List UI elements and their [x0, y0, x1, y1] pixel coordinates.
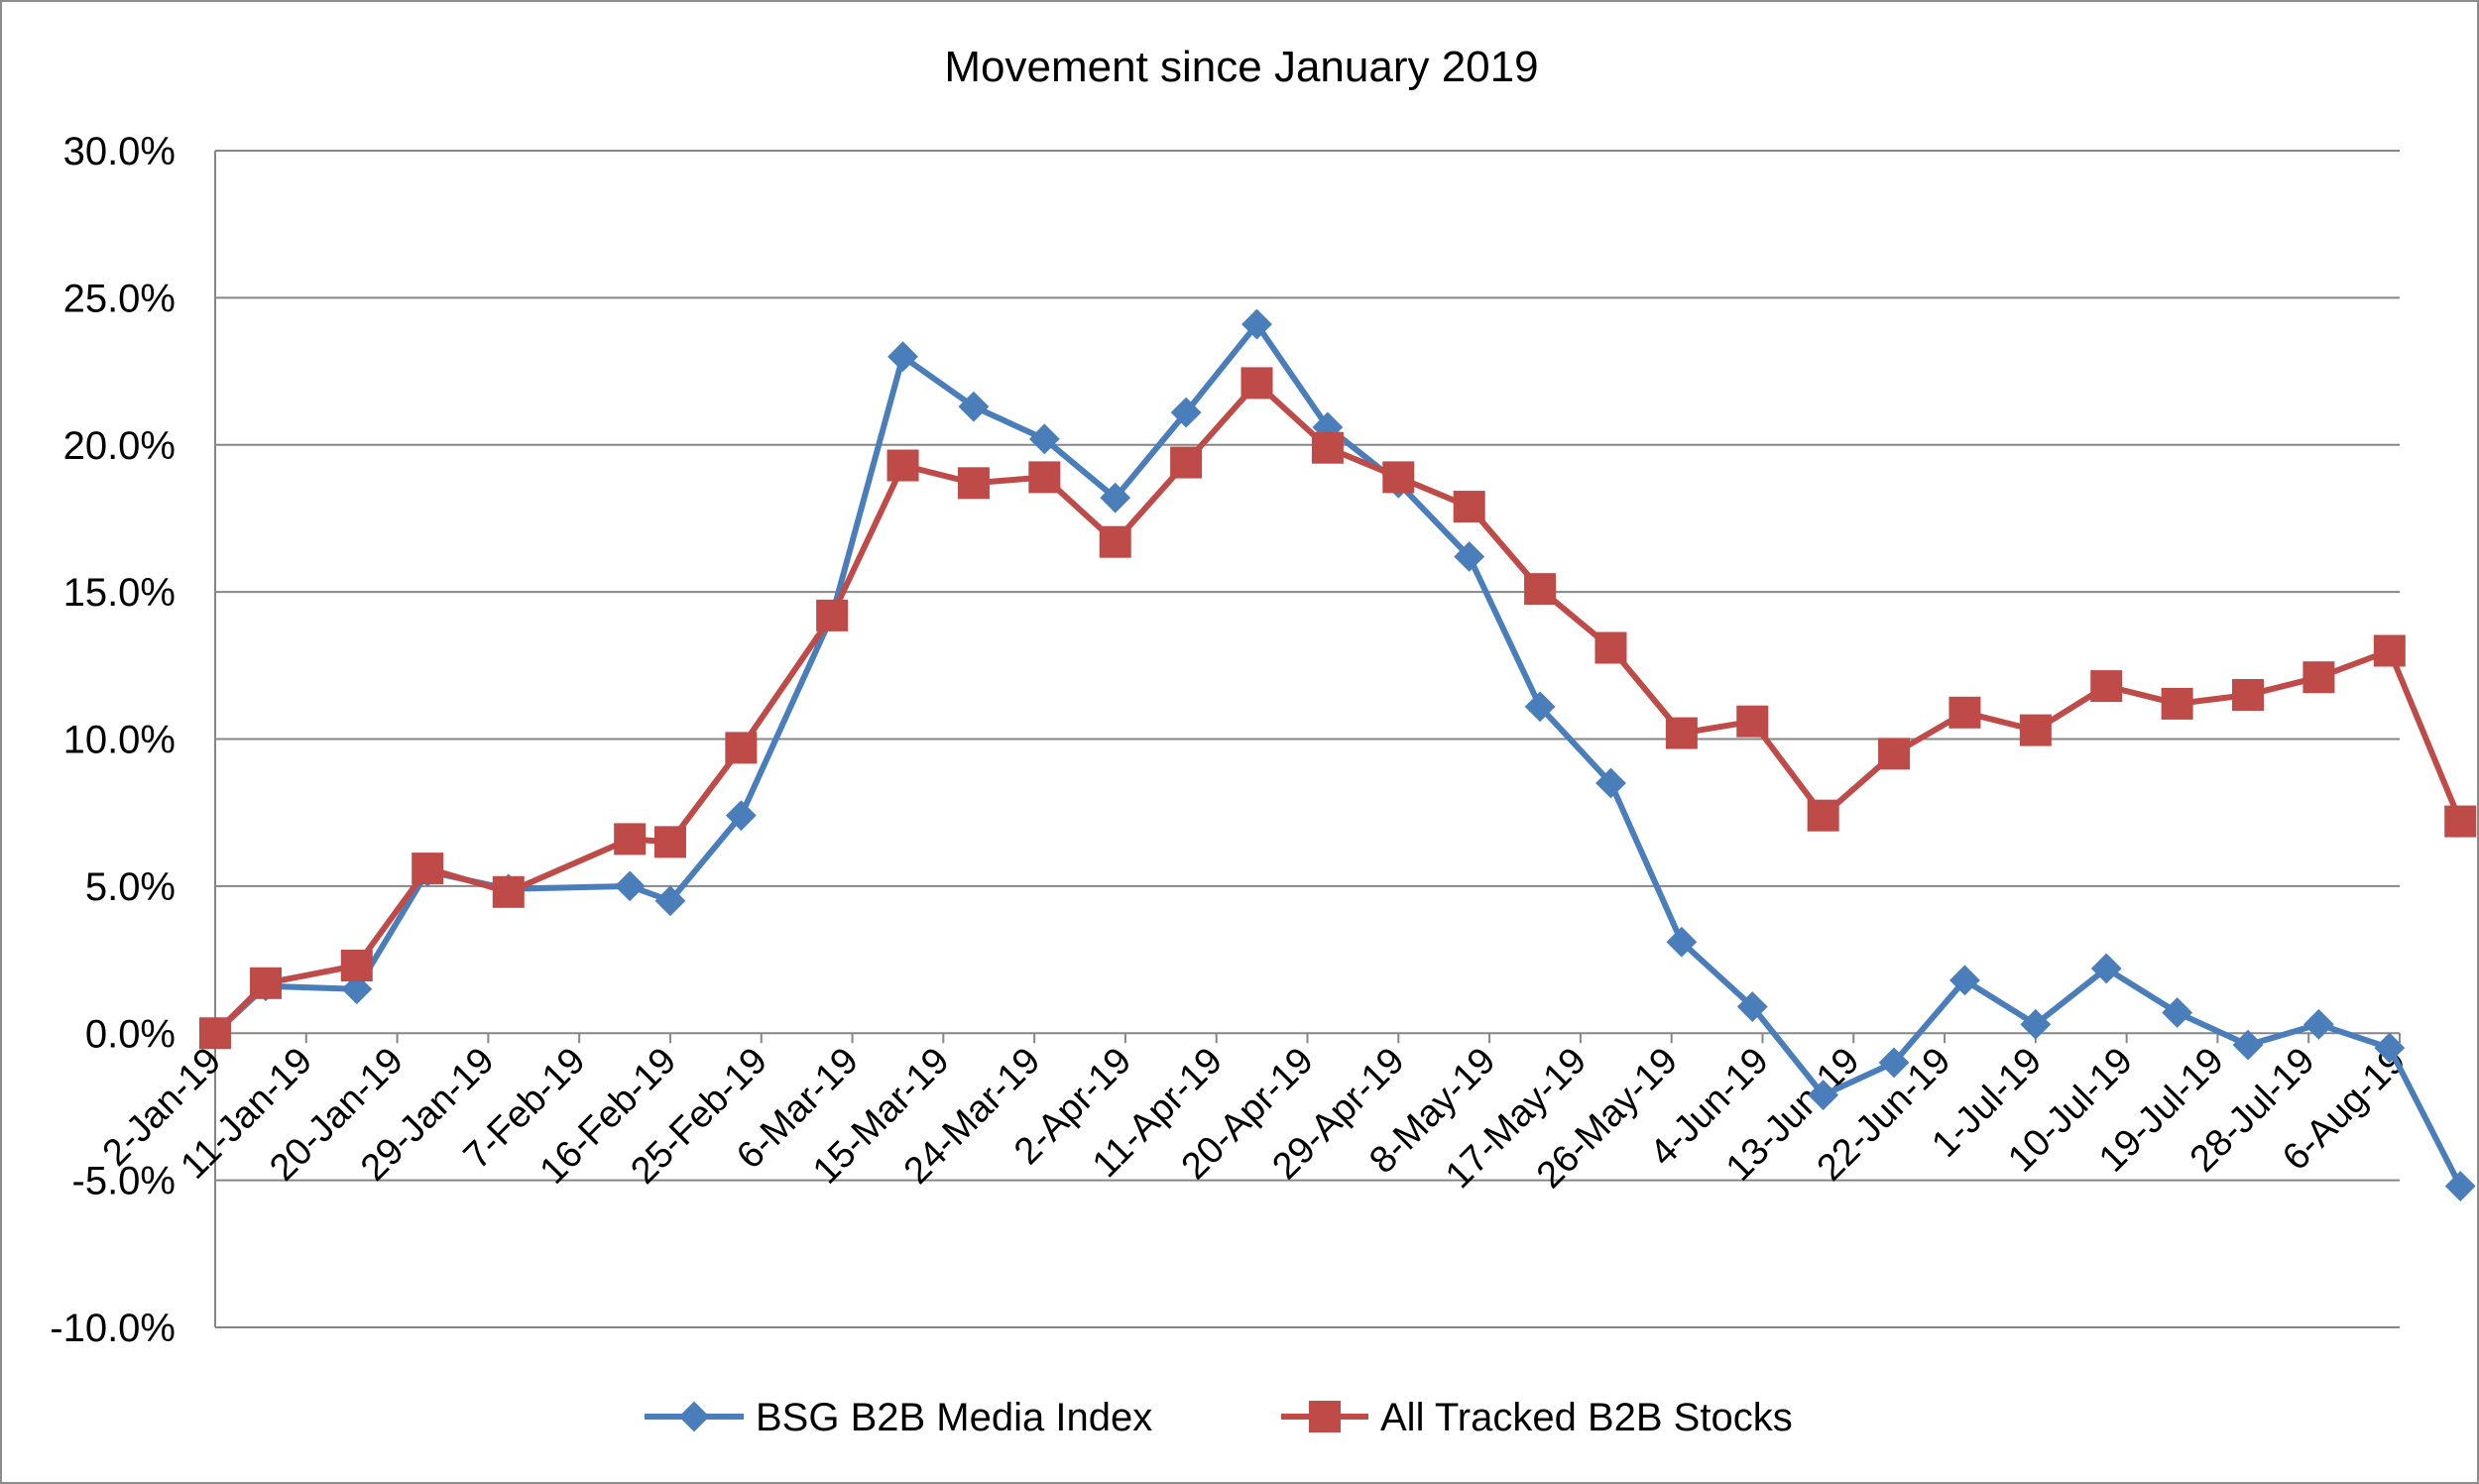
data-point — [654, 885, 686, 917]
data-point — [2444, 1171, 2476, 1201]
data-point — [614, 823, 647, 856]
data-point — [2374, 1032, 2406, 1064]
data-point — [1524, 573, 1557, 606]
data-point — [1028, 461, 1061, 494]
data-point — [2373, 634, 2406, 667]
data-point — [1311, 431, 1344, 464]
data-point — [1736, 705, 1769, 738]
series-line — [212, 380, 2463, 1036]
data-point — [1666, 926, 1698, 958]
data-point — [1524, 691, 1556, 723]
series-2 — [199, 367, 2477, 1050]
data-point — [2302, 661, 2335, 694]
data-point — [1100, 482, 1131, 514]
data-point — [2020, 1008, 2052, 1040]
data-point — [1454, 541, 1485, 572]
data-point — [1382, 461, 1415, 494]
data-point — [2019, 714, 2052, 746]
data-point — [1948, 696, 1981, 729]
data-point — [725, 800, 757, 832]
y-tick-label: 30.0% — [63, 130, 176, 173]
y-tick-label: 5.0% — [85, 865, 176, 909]
data-point — [2161, 687, 2193, 720]
y-axis-ticks: -10.0% -5.0% 0.0% 5.0% 10.0% 15.0% 20.0% 25.0% 3… — [50, 130, 176, 1350]
data-point — [653, 826, 686, 858]
data-point — [1595, 767, 1626, 799]
data-point — [1808, 1080, 1839, 1110]
data-point — [886, 449, 919, 482]
data-point — [957, 467, 990, 500]
data-point — [1878, 1047, 1910, 1079]
x-axis-ticks: 2-Jan-1911-Jan-1920-Jan-1929-Jan-197-Feb… — [95, 1033, 2414, 1197]
data-point — [1241, 308, 1272, 340]
data-point — [1878, 738, 1911, 770]
data-point — [2232, 678, 2265, 711]
data-point — [1594, 631, 1627, 664]
legend-label: All Tracked B2B Stocks — [1380, 1396, 1793, 1439]
data-point — [887, 341, 918, 373]
data-point — [2090, 953, 2122, 984]
data-point — [1240, 367, 1273, 400]
data-point — [1099, 525, 1131, 558]
data-point — [492, 875, 525, 908]
data-point — [1807, 799, 1839, 832]
legend-marker — [678, 1401, 710, 1432]
y-tick-label: -10.0% — [50, 1307, 176, 1350]
data-point — [1736, 991, 1768, 1022]
data-point — [2162, 997, 2193, 1028]
legend-item: All Tracked B2B Stocks — [1281, 1396, 1793, 1439]
data-point — [2444, 805, 2477, 838]
data-point — [199, 1017, 231, 1050]
y-tick-label: 0.0% — [85, 1012, 176, 1056]
data-point — [249, 967, 282, 999]
y-tick-label: 25.0% — [63, 277, 176, 320]
data-point — [1453, 491, 1485, 523]
data-point — [341, 973, 373, 1005]
chart-title: Movement since January 2019 — [944, 43, 1538, 91]
legend-label: BSG B2B Media Index — [756, 1396, 1152, 1439]
data-point — [2232, 1029, 2264, 1061]
legend-item: BSG B2B Media Index — [645, 1396, 1152, 1439]
data-point — [725, 732, 758, 764]
data-point — [2090, 670, 2123, 703]
data-point — [412, 853, 444, 885]
legend: BSG B2B Media Index All Tracked B2B Stock… — [645, 1396, 1793, 1439]
data-point — [1949, 965, 1980, 996]
y-tick-label: 20.0% — [63, 424, 176, 468]
data-point — [1028, 423, 1060, 455]
data-point — [958, 391, 990, 422]
y-tick-label: -5.0% — [72, 1160, 177, 1203]
data-point — [614, 870, 646, 902]
data-point — [340, 949, 373, 981]
data-point — [2302, 1008, 2334, 1040]
y-tick-label: 15.0% — [63, 571, 176, 615]
series-lines — [199, 308, 2477, 1201]
data-point — [816, 599, 849, 631]
data-point — [1665, 717, 1698, 749]
data-point — [1170, 397, 1202, 428]
y-tick-label: 10.0% — [63, 719, 176, 762]
legend-marker — [1309, 1401, 1341, 1432]
data-point — [1170, 446, 1203, 479]
